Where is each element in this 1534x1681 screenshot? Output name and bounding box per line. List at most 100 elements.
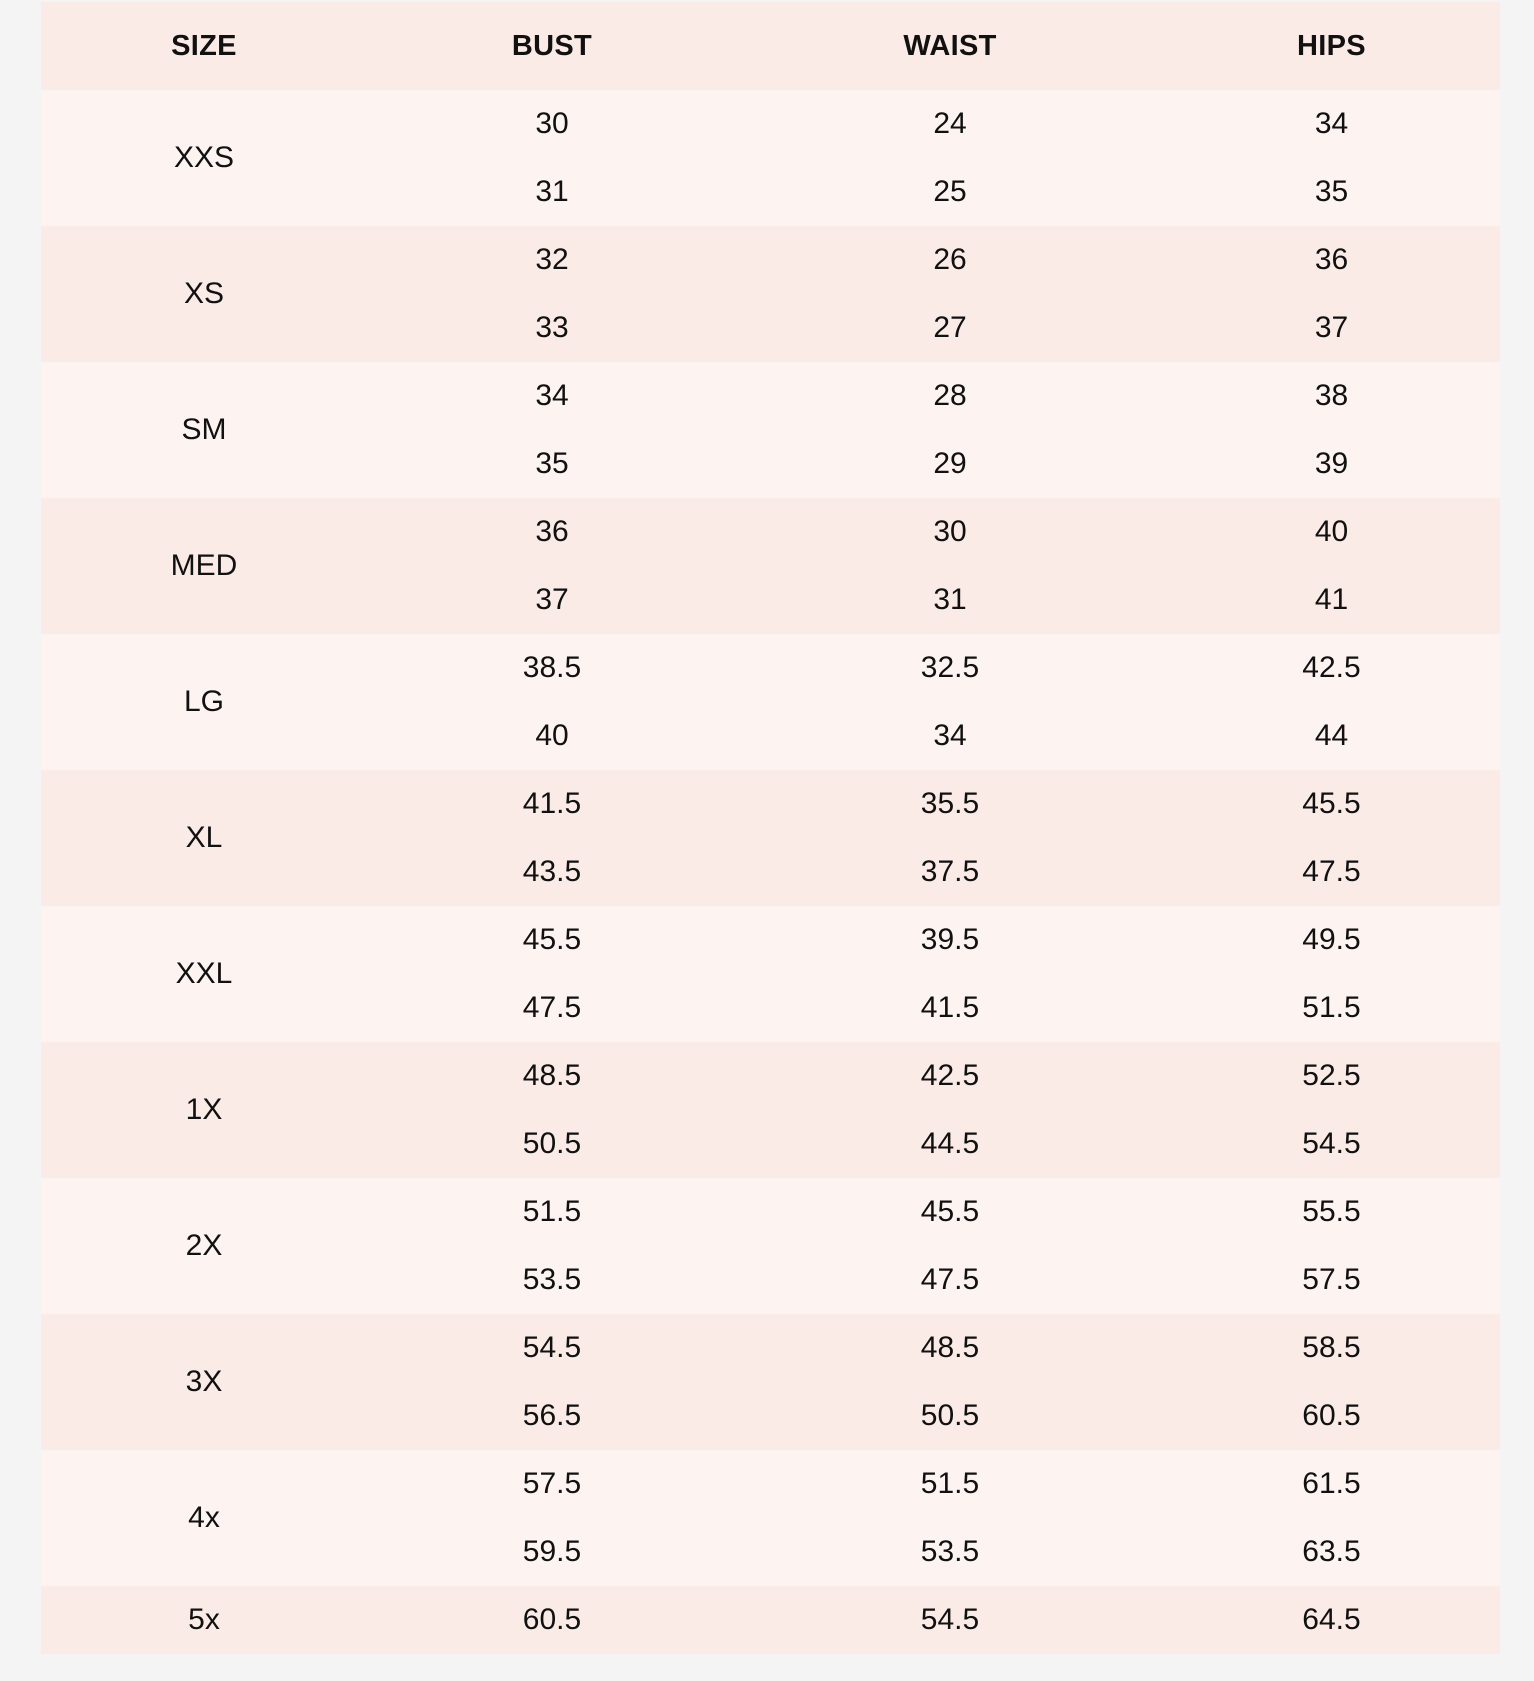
- bust-value: 54.5: [522, 1331, 582, 1364]
- hips-cell: 42.5 44: [1163, 634, 1500, 770]
- hips-cell: 58.5 60.5: [1163, 1314, 1500, 1450]
- bust-cell: 32 33: [367, 226, 737, 362]
- bust-cell: 51.5 53.5: [367, 1178, 737, 1314]
- hips-value: 38: [1314, 379, 1349, 412]
- size-cell: SM: [181, 413, 227, 446]
- waist-value: 47.5: [920, 1263, 980, 1296]
- header-waist: WAIST: [903, 29, 997, 62]
- hips-value: 39: [1314, 447, 1349, 480]
- waist-cell: 42.5 44.5: [737, 1042, 1163, 1178]
- table-row: LG 38.5 40 32.5 34 42.5 44: [41, 634, 1500, 770]
- hips-value: 64.5: [1302, 1603, 1361, 1636]
- table-row: 4x 57.5 59.5 51.5 53.5 61.5 63.5: [41, 1450, 1500, 1586]
- hips-value: 63.5: [1302, 1535, 1361, 1568]
- table-row: 1X 48.5 50.5 42.5 44.5 52.5 54.5: [41, 1042, 1500, 1178]
- hips-value: 40: [1314, 515, 1349, 548]
- bust-value: 59.5: [522, 1535, 582, 1568]
- table-row: 5x 60.5 54.5 64.5: [41, 1586, 1500, 1654]
- table-row: SM 34 35 28 29 38 39: [41, 362, 1500, 498]
- waist-cell: 54.5: [737, 1586, 1163, 1654]
- table-row: XXL 45.5 47.5 39.5 41.5 49.5 51.5: [41, 906, 1500, 1042]
- hips-value: 34: [1314, 107, 1349, 140]
- waist-value: 48.5: [920, 1331, 980, 1364]
- hips-value: 57.5: [1302, 1263, 1361, 1296]
- table-row: 2X 51.5 53.5 45.5 47.5 55.5 57.5: [41, 1178, 1500, 1314]
- size-cell: XXS: [173, 141, 235, 174]
- waist-cell: 51.5 53.5: [737, 1450, 1163, 1586]
- bust-value: 31: [535, 175, 569, 208]
- bust-cell: 45.5 47.5: [367, 906, 737, 1042]
- bust-value: 45.5: [522, 923, 582, 956]
- hips-value: 41: [1314, 583, 1349, 616]
- hips-value: 51.5: [1302, 991, 1361, 1024]
- size-cell: 4x: [188, 1501, 220, 1534]
- bust-value: 38.5: [522, 651, 582, 684]
- bust-value: 37: [535, 583, 569, 616]
- waist-value: 24: [933, 107, 967, 140]
- hips-value: 52.5: [1302, 1059, 1361, 1092]
- hips-value: 58.5: [1302, 1331, 1361, 1364]
- waist-value: 37.5: [920, 855, 980, 888]
- table-row: 3X 54.5 56.5 48.5 50.5 58.5 60.5: [41, 1314, 1500, 1450]
- table-body: XXS 30 31 24 25 34 35 XS 32 33 26 27 36 37 SM 34 35 28 29 3…: [41, 90, 1500, 1654]
- bust-value: 35: [535, 447, 569, 480]
- bust-value: 43.5: [522, 855, 582, 888]
- bust-value: 30: [535, 107, 569, 140]
- size-cell: 5x: [188, 1603, 220, 1636]
- size-cell: 2X: [185, 1229, 223, 1262]
- hips-cell: 45.5 47.5: [1163, 770, 1500, 906]
- bust-value: 47.5: [522, 991, 582, 1024]
- hips-cell: 61.5 63.5: [1163, 1450, 1500, 1586]
- waist-value: 44.5: [920, 1127, 980, 1160]
- bust-cell: 38.5 40: [367, 634, 737, 770]
- hips-cell: 52.5 54.5: [1163, 1042, 1500, 1178]
- bust-cell: 34 35: [367, 362, 737, 498]
- bust-cell: 60.5: [367, 1586, 737, 1654]
- hips-value: 37: [1314, 311, 1349, 344]
- hips-cell: 34 35: [1163, 90, 1500, 226]
- bust-value: 57.5: [522, 1467, 582, 1500]
- hips-cell: 38 39: [1163, 362, 1500, 498]
- waist-value: 50.5: [920, 1399, 980, 1432]
- table-row: XL 41.5 43.5 35.5 37.5 45.5 47.5: [41, 770, 1500, 906]
- bust-value: 60.5: [522, 1603, 582, 1636]
- waist-value: 35.5: [920, 787, 980, 820]
- waist-value: 51.5: [920, 1467, 980, 1500]
- bust-cell: 36 37: [367, 498, 737, 634]
- size-chart-table: SIZE BUST WAIST HIPS XXS 30 31 24 25 34 35 XS 32…: [41, 2, 1500, 1654]
- hips-value: 35: [1314, 175, 1349, 208]
- waist-value: 29: [933, 447, 967, 480]
- waist-value: 34: [933, 719, 967, 752]
- hips-value: 54.5: [1302, 1127, 1361, 1160]
- waist-cell: 24 25: [737, 90, 1163, 226]
- bust-value: 51.5: [522, 1195, 582, 1228]
- bust-cell: 41.5 43.5: [367, 770, 737, 906]
- hips-value: 44: [1314, 719, 1349, 752]
- hips-value: 45.5: [1302, 787, 1361, 820]
- waist-cell: 26 27: [737, 226, 1163, 362]
- size-cell: 3X: [185, 1365, 223, 1398]
- waist-value: 41.5: [920, 991, 980, 1024]
- hips-cell: 55.5 57.5: [1163, 1178, 1500, 1314]
- hips-value: 60.5: [1302, 1399, 1361, 1432]
- waist-value: 27: [933, 311, 967, 344]
- waist-cell: 30 31: [737, 498, 1163, 634]
- waist-cell: 48.5 50.5: [737, 1314, 1163, 1450]
- table-row: XS 32 33 26 27 36 37: [41, 226, 1500, 362]
- hips-value: 49.5: [1302, 923, 1361, 956]
- bust-value: 36: [535, 515, 569, 548]
- bust-value: 56.5: [522, 1399, 582, 1432]
- bust-cell: 30 31: [367, 90, 737, 226]
- bust-cell: 54.5 56.5: [367, 1314, 737, 1450]
- hips-cell: 49.5 51.5: [1163, 906, 1500, 1042]
- size-cell: XL: [185, 821, 223, 854]
- bust-cell: 48.5 50.5: [367, 1042, 737, 1178]
- bust-value: 50.5: [522, 1127, 582, 1160]
- bust-value: 32: [535, 243, 569, 276]
- size-cell: LG: [183, 685, 225, 718]
- waist-value: 26: [933, 243, 967, 276]
- size-cell: 1X: [185, 1093, 223, 1126]
- waist-value: 45.5: [920, 1195, 980, 1228]
- bust-value: 40: [535, 719, 569, 752]
- size-cell: XXL: [175, 957, 233, 990]
